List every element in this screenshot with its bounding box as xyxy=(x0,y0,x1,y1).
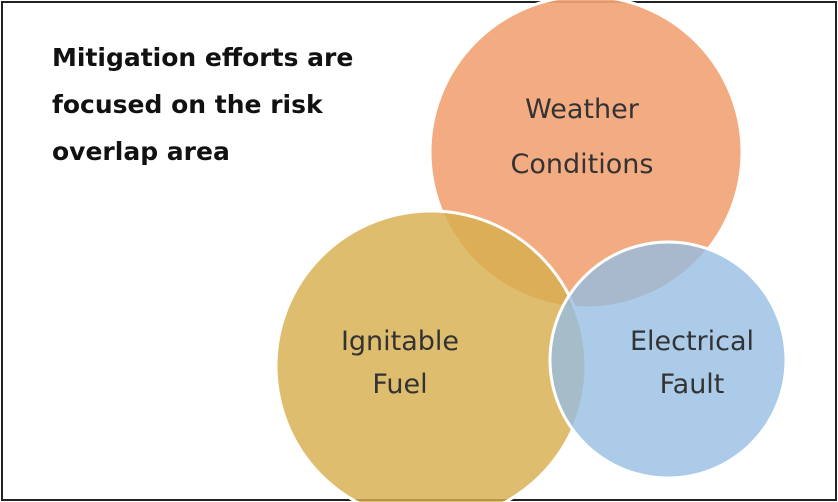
electrical-circle xyxy=(548,240,788,480)
title-line: focused on the risk xyxy=(52,90,324,119)
title-line: overlap area xyxy=(52,137,230,166)
circle-label: Fuel xyxy=(372,369,427,400)
circle-label: Electrical xyxy=(630,326,754,357)
circle-label: Fault xyxy=(660,369,725,400)
circle-label: Weather xyxy=(525,94,640,125)
circle-label: Ignitable xyxy=(341,326,459,357)
title-line: Mitigation efforts are xyxy=(52,43,353,72)
circles xyxy=(274,0,788,502)
circle-label: Conditions xyxy=(511,149,654,180)
